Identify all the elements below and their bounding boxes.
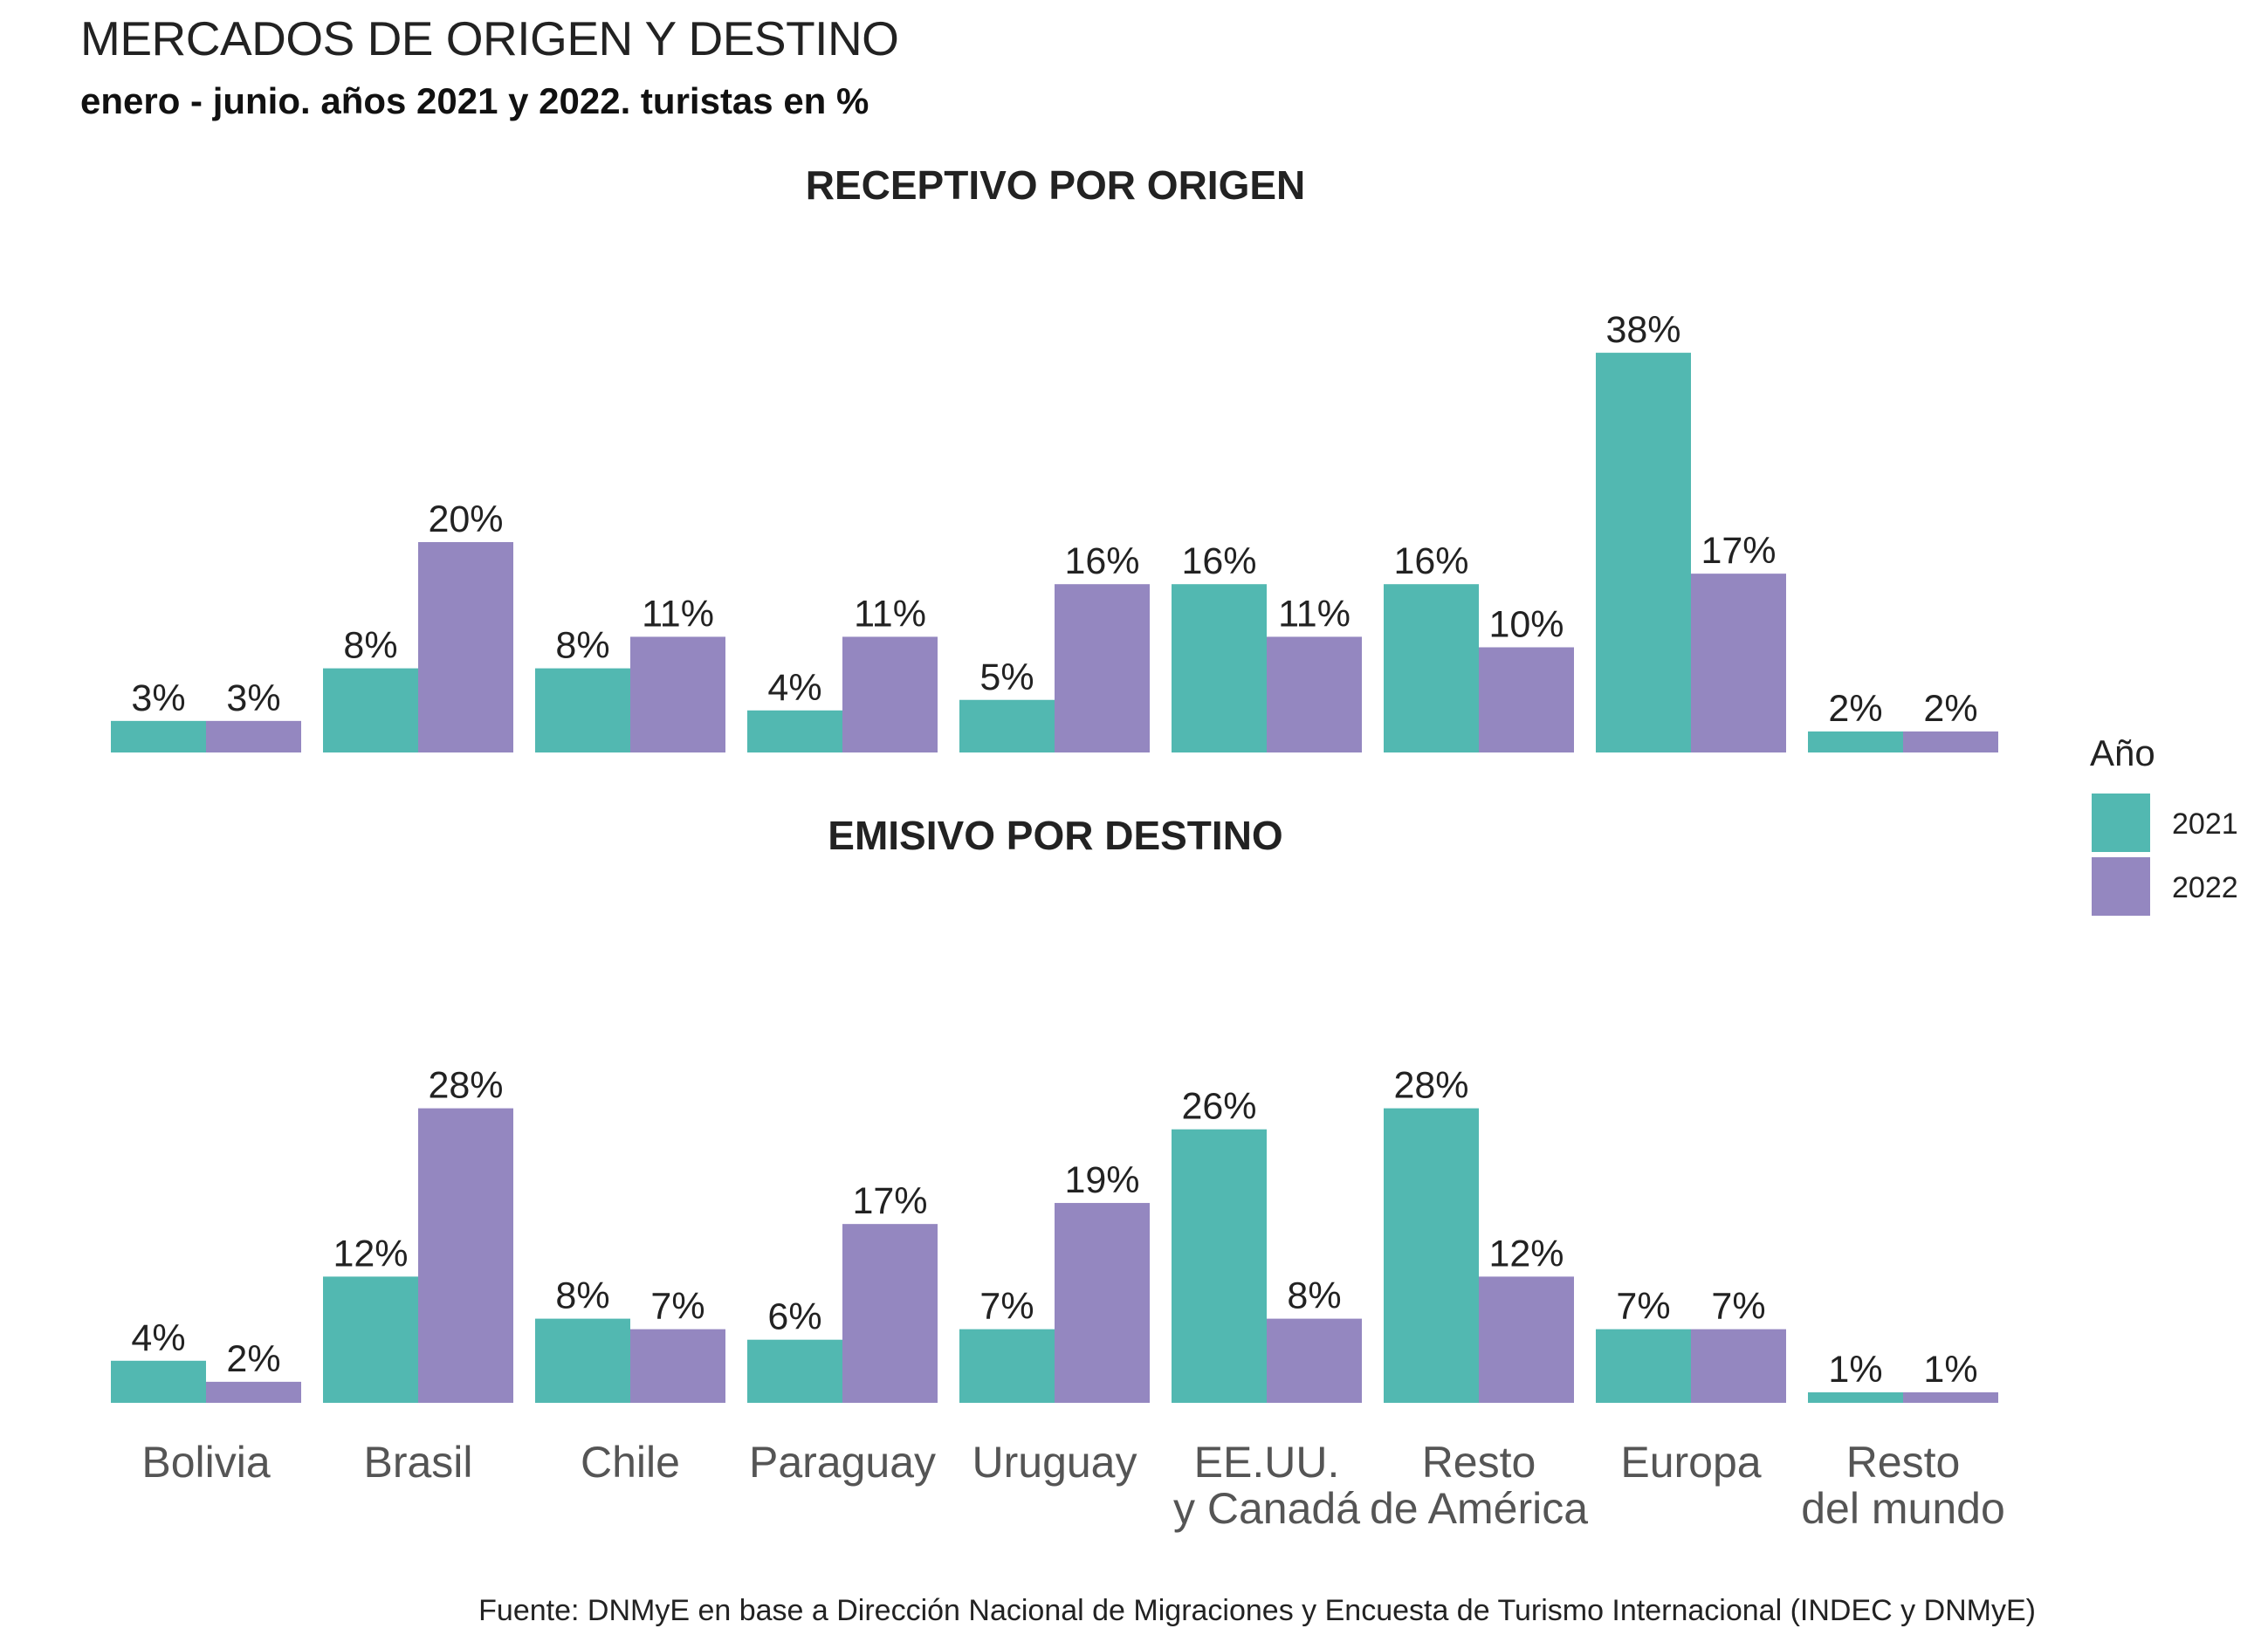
bar-value-label: 11% [1278, 593, 1350, 635]
bar-ee-uu-y-canada-2022 [1267, 636, 1362, 752]
bar-value-label: 7% [650, 1286, 704, 1328]
bar-value-label: 2% [1923, 688, 1977, 730]
bar-value-label: 8% [555, 625, 609, 667]
bar-resto-de-america-2021 [1384, 584, 1479, 752]
category-label-ee-uu-y-canada: EE.UU. [1194, 1438, 1340, 1487]
bar-value-label: 7% [979, 1286, 1034, 1328]
bar-chile-2022 [630, 1329, 725, 1403]
legend-swatch-2022 [2092, 857, 2150, 916]
bar-value-label: 2% [1828, 688, 1882, 730]
category-label-brasil: Brasil [363, 1438, 472, 1487]
source-note: Fuente: DNMyE en base a Dirección Nacion… [478, 1594, 2036, 1627]
bar-value-label: 11% [642, 593, 714, 635]
bar-resto-del-mundo-2022 [1903, 731, 1998, 752]
bar-value-label: 1% [1923, 1349, 1977, 1391]
bar-chile-2022 [630, 636, 725, 752]
legend-swatch-2021 [2092, 794, 2150, 852]
chart-title: MERCADOS DE ORIGEN Y DESTINO [80, 11, 899, 65]
bar-value-label: 1% [1828, 1349, 1882, 1391]
bar-resto-del-mundo-2021 [1808, 731, 1903, 752]
bar-bolivia-2022 [206, 1381, 301, 1403]
bar-value-label: 17% [1701, 530, 1776, 572]
bar-value-label: 28% [1393, 1065, 1468, 1107]
bar-value-label: 28% [428, 1065, 503, 1107]
bar-value-label: 12% [333, 1233, 408, 1275]
bar-resto-del-mundo-2022 [1903, 1391, 1998, 1403]
bar-value-label: 3% [226, 677, 280, 719]
panel-title: EMISIVO POR DESTINO [828, 813, 1282, 858]
bar-value-label: 6% [767, 1296, 821, 1338]
bar-ee-uu-y-canada-2021 [1172, 584, 1267, 752]
bar-europa-2022 [1691, 574, 1786, 752]
bar-value-label: 10% [1488, 604, 1564, 646]
bar-uruguay-2021 [959, 699, 1055, 752]
bar-value-label: 3% [131, 677, 185, 719]
bar-paraguay-2021 [747, 710, 842, 752]
bar-value-label: 16% [1064, 540, 1139, 582]
bar-bolivia-2021 [111, 720, 206, 752]
bar-value-label: 38% [1605, 309, 1680, 351]
bar-value-label: 8% [555, 1275, 609, 1317]
bar-value-label: 7% [1711, 1286, 1765, 1328]
bar-brasil-2022 [418, 542, 513, 752]
bar-value-label: 16% [1393, 540, 1468, 582]
category-label-ee-uu-y-canada: y Canadá [1173, 1484, 1360, 1533]
category-label-bolivia: Bolivia [141, 1438, 270, 1487]
bar-chile-2021 [535, 1318, 630, 1403]
bar-europa-2021 [1596, 1329, 1691, 1403]
category-label-chile: Chile [581, 1438, 680, 1487]
bar-paraguay-2022 [842, 1224, 938, 1403]
category-label-resto-del-mundo: del mundo [1801, 1484, 2005, 1533]
bar-value-label: 12% [1488, 1233, 1564, 1275]
bar-value-label: 8% [343, 625, 397, 667]
bar-value-label: 16% [1181, 540, 1256, 582]
category-label-resto-de-america: Resto [1422, 1438, 1536, 1487]
legend-label-2021: 2021 [2172, 807, 2238, 841]
bar-value-label: 11% [854, 593, 926, 635]
bar-value-label: 4% [767, 667, 821, 709]
chart-subtitle: enero - junio. años 2021 y 2022. turista… [80, 80, 869, 121]
bar-value-label: 4% [131, 1317, 185, 1359]
legend: Año 2021 2022 [2090, 732, 2238, 916]
legend-title: Año [2090, 732, 2155, 773]
bar-ee-uu-y-canada-2022 [1267, 1318, 1362, 1403]
bar-paraguay-2022 [842, 636, 938, 752]
bar-value-label: 7% [1616, 1286, 1670, 1328]
bar-uruguay-2022 [1055, 1203, 1150, 1403]
bar-europa-2022 [1691, 1329, 1786, 1403]
bar-value-label: 8% [1287, 1275, 1341, 1317]
bar-bolivia-2022 [206, 720, 301, 752]
bar-paraguay-2021 [747, 1339, 842, 1403]
panel-title: RECEPTIVO POR ORIGEN [806, 162, 1306, 208]
panel-receptivo-por-origen: RECEPTIVO POR ORIGEN 3% 3% 8% 20% 8% 11% 4% 11% 5… [111, 162, 1998, 752]
bar-brasil-2022 [418, 1108, 513, 1403]
bar-chile-2021 [535, 668, 630, 752]
bar-value-label: 5% [979, 656, 1034, 698]
bar-brasil-2021 [323, 1276, 418, 1403]
bar-ee-uu-y-canada-2021 [1172, 1129, 1267, 1403]
bar-europa-2021 [1596, 353, 1691, 752]
bar-value-label: 20% [428, 498, 503, 540]
panel-emisivo-por-destino: EMISIVO POR DESTINO 4% 2% 12% 28% 8% 7% 6% 17% 7%… [111, 813, 1998, 1403]
bar-uruguay-2021 [959, 1329, 1055, 1403]
bar-resto-del-mundo-2021 [1808, 1391, 1903, 1403]
bar-value-label: 17% [852, 1180, 927, 1222]
category-label-paraguay: Paraguay [749, 1438, 936, 1487]
legend-label-2022: 2022 [2172, 871, 2238, 904]
bar-resto-de-america-2022 [1479, 1276, 1574, 1403]
bar-value-label: 19% [1064, 1159, 1139, 1201]
bar-resto-de-america-2022 [1479, 647, 1574, 752]
category-label-uruguay: Uruguay [972, 1438, 1137, 1487]
bar-uruguay-2022 [1055, 584, 1150, 752]
bar-resto-de-america-2021 [1384, 1108, 1479, 1403]
bar-bolivia-2021 [111, 1360, 206, 1403]
bar-value-label: 2% [226, 1338, 280, 1380]
category-label-europa: Europa [1620, 1438, 1761, 1487]
bar-value-label: 26% [1181, 1086, 1256, 1128]
bar-brasil-2021 [323, 668, 418, 752]
category-label-resto-del-mundo: Resto [1846, 1438, 1961, 1487]
category-label-resto-de-america: de América [1370, 1484, 1588, 1533]
